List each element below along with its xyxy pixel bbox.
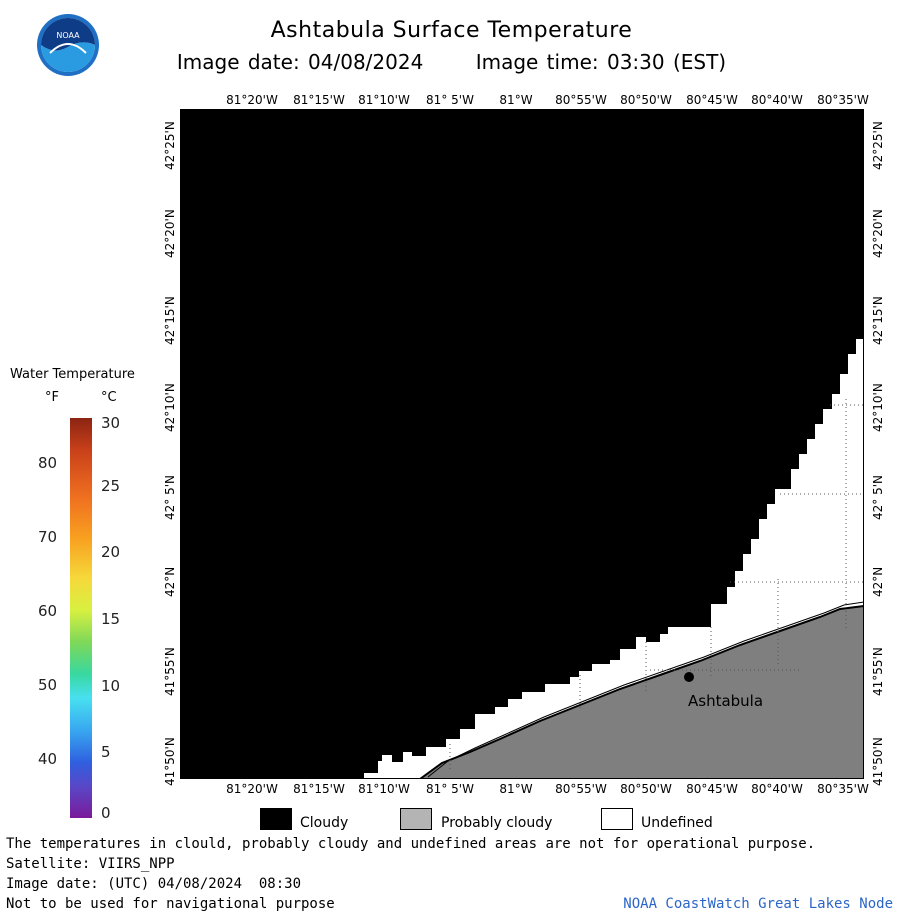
- lat-label: 41°55'N: [871, 647, 885, 696]
- shoreline: [419, 605, 864, 779]
- lon-label: 80°50'W: [620, 782, 672, 796]
- legend-swatch-probably-cloudy: [400, 808, 432, 830]
- scale-c-tick: 10: [101, 677, 121, 695]
- lat-label: 42°20'N: [163, 209, 177, 258]
- scale-unit-c: °C: [101, 390, 117, 405]
- navigation-warning: Not to be used for navigational purpose: [6, 896, 335, 912]
- lat-label: 42°N: [163, 566, 177, 597]
- image-date: Image date: 04/08/2024: [176, 50, 424, 74]
- lat-label: 42°25'N: [163, 121, 177, 170]
- ashtabula-marker: [684, 672, 694, 682]
- lon-label: 80°40'W: [751, 93, 803, 107]
- lat-label: 42°10'N: [163, 383, 177, 432]
- land-area: [420, 606, 864, 779]
- lon-label: 80°45'W: [686, 782, 738, 796]
- noaa-logo: NOAA: [37, 14, 99, 76]
- lat-label: 42°25'N: [871, 121, 885, 170]
- satellite-text: Satellite: VIIRS_NPP: [6, 856, 175, 872]
- lat-label: 42°N: [871, 566, 885, 597]
- city-label: Ashtabula: [688, 692, 763, 710]
- lon-label: 80°55'W: [555, 782, 607, 796]
- scale-title: Water Temperature: [10, 367, 135, 382]
- lat-label: 42°20'N: [871, 209, 885, 258]
- svg-text:NOAA: NOAA: [56, 31, 80, 40]
- surface-temperature-map: Ashtabula: [180, 109, 864, 779]
- cloud-area: [180, 109, 864, 779]
- utc-date-text: Image date: (UTC) 04/08/2024 08:30: [6, 876, 302, 892]
- lon-label: 81° 5'W: [426, 782, 474, 796]
- lon-label: 80°45'W: [686, 93, 738, 107]
- lon-label: 81°20'W: [226, 782, 278, 796]
- scale-f-tick: 50: [38, 676, 58, 694]
- lat-label: 42° 5'N: [871, 475, 885, 520]
- lat-label: 42°10'N: [871, 383, 885, 432]
- scale-f-tick: 60: [38, 602, 58, 620]
- lon-label: 80°40'W: [751, 782, 803, 796]
- shoreline-inner: [427, 601, 864, 778]
- scale-c-tick: 20: [101, 543, 121, 561]
- lon-label: 81°10'W: [358, 93, 410, 107]
- map-title: Ashtabula Surface Temperature: [270, 18, 633, 43]
- lon-label: 81° 5'W: [426, 93, 474, 107]
- legend-label-cloudy: Cloudy: [300, 815, 349, 831]
- scale-f-tick: 80: [38, 454, 58, 472]
- scale-c-tick: 5: [101, 743, 111, 761]
- disclaimer-text: The temperatures in clould, probably clo…: [6, 836, 816, 852]
- lon-label: 80°50'W: [620, 93, 672, 107]
- lon-label: 80°35'W: [817, 93, 869, 107]
- image-date-time: Image date: 04/08/2024 Image time: 03:30…: [0, 50, 903, 74]
- scale-c-tick: 25: [101, 477, 121, 495]
- lon-label: 81°15'W: [293, 93, 345, 107]
- lon-label: 81°15'W: [293, 782, 345, 796]
- lon-label: 80°35'W: [817, 782, 869, 796]
- scale-c-tick: 0: [101, 804, 111, 822]
- legend-label-undefined: Undefined: [641, 815, 713, 831]
- legend-label-probably-cloudy: Probably cloudy: [441, 815, 553, 831]
- lon-label: 81°W: [499, 93, 533, 107]
- lat-label: 42°15'N: [871, 296, 885, 345]
- scale-f-tick: 70: [38, 528, 58, 546]
- lon-label: 81°10'W: [358, 782, 410, 796]
- lat-label: 41°50'N: [871, 737, 885, 786]
- credit-link[interactable]: NOAA CoastWatch Great Lakes Node: [623, 896, 893, 912]
- lon-label: 81°W: [499, 782, 533, 796]
- scale-c-tick: 15: [101, 610, 121, 628]
- temperature-colorbar: [70, 418, 92, 818]
- lon-label: 81°20'W: [226, 93, 278, 107]
- lat-label: 41°55'N: [163, 647, 177, 696]
- lat-label: 42°15'N: [163, 296, 177, 345]
- legend-swatch-undefined: [601, 808, 633, 830]
- lat-label: 41°50'N: [163, 737, 177, 786]
- scale-unit-f: °F: [45, 390, 59, 405]
- lon-label: 80°55'W: [555, 93, 607, 107]
- lat-label: 42° 5'N: [163, 475, 177, 520]
- legend-swatch-cloudy: [260, 808, 292, 830]
- image-time: Image time: 03:30 (EST): [475, 50, 727, 74]
- scale-c-tick: 30: [101, 414, 121, 432]
- scale-f-tick: 40: [38, 750, 58, 768]
